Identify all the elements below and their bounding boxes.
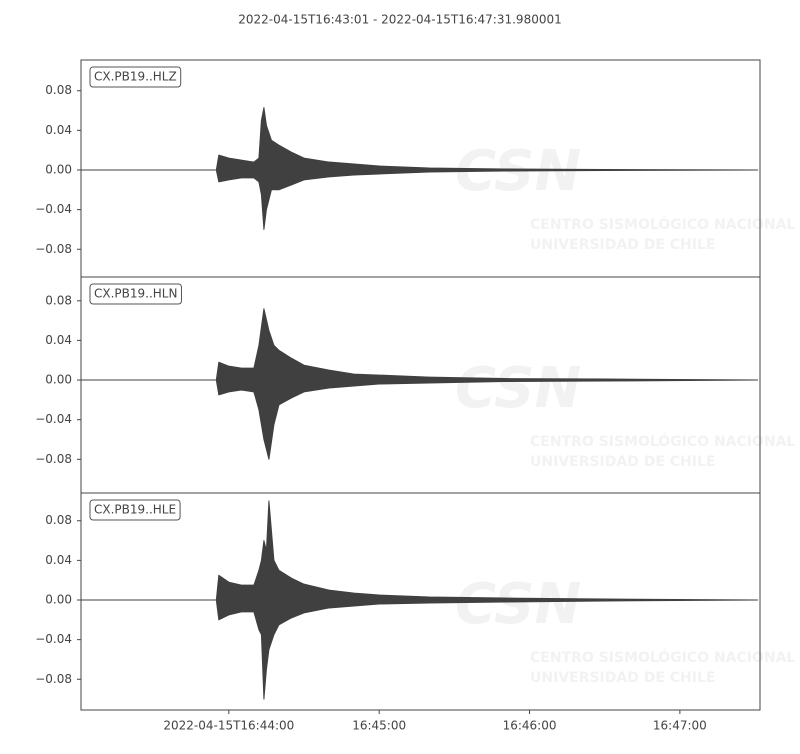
y-tick-label: 0.04 xyxy=(45,123,72,137)
trace-label-box xyxy=(89,66,182,88)
x-tick-label: 16:47:00 xyxy=(653,719,707,733)
y-tick-label: 0.00 xyxy=(45,593,72,607)
y-tick-label: −0.04 xyxy=(35,632,72,646)
watermark-text: CENTRO SISMOLÓGICO NACIONAL xyxy=(530,215,795,233)
watermark-text: CENTRO SISMOLÓGICO NACIONAL xyxy=(530,648,795,666)
watermark-text: UNIVERSIDAD DE CHILE xyxy=(530,670,715,686)
watermark-text: UNIVERSIDAD DE CHILE xyxy=(530,454,715,470)
x-tick-label: 2022-04-15T16:44:00 xyxy=(163,719,294,733)
trace-label: CX.PB19..HLN xyxy=(94,287,177,301)
x-tick-label: 16:45:00 xyxy=(352,719,406,733)
y-tick-label: −0.04 xyxy=(35,412,72,426)
y-tick-label: −0.08 xyxy=(35,672,72,686)
watermark-text: UNIVERSIDAD DE CHILE xyxy=(530,237,715,253)
trace-label: CX.PB19..HLE xyxy=(94,503,176,517)
waveform-upper xyxy=(80,500,759,601)
trace-label-box xyxy=(89,499,181,521)
waveform-lower xyxy=(80,379,759,460)
y-tick-label: 0.00 xyxy=(45,162,72,176)
waveform-lower xyxy=(80,169,759,230)
y-tick-label: 0.08 xyxy=(45,293,72,307)
waveform-upper xyxy=(80,308,759,381)
y-tick-label: 0.04 xyxy=(45,553,72,567)
waveform-lower xyxy=(80,599,759,700)
y-tick-label: −0.08 xyxy=(35,242,72,256)
trace-label-box xyxy=(89,283,182,305)
y-tick-label: −0.04 xyxy=(35,202,72,216)
x-tick-label: 16:46:00 xyxy=(503,719,557,733)
figure-title: 2022-04-15T16:43:01 - 2022-04-15T16:47:3… xyxy=(238,13,562,27)
y-tick-label: 0.08 xyxy=(45,513,72,527)
panel-frame xyxy=(80,492,761,711)
y-tick-label: −0.08 xyxy=(35,452,72,466)
trace-label: CX.PB19..HLZ xyxy=(94,70,177,84)
y-tick-label: 0.08 xyxy=(45,83,72,97)
y-tick-label: 0.00 xyxy=(45,373,72,387)
watermark-text: CENTRO SISMOLÓGICO NACIONAL xyxy=(530,432,795,450)
waveform-upper xyxy=(80,107,759,171)
watermark-text: CSN xyxy=(455,356,581,421)
watermark-text: CSN xyxy=(455,572,581,637)
y-tick-label: 0.04 xyxy=(45,333,72,347)
